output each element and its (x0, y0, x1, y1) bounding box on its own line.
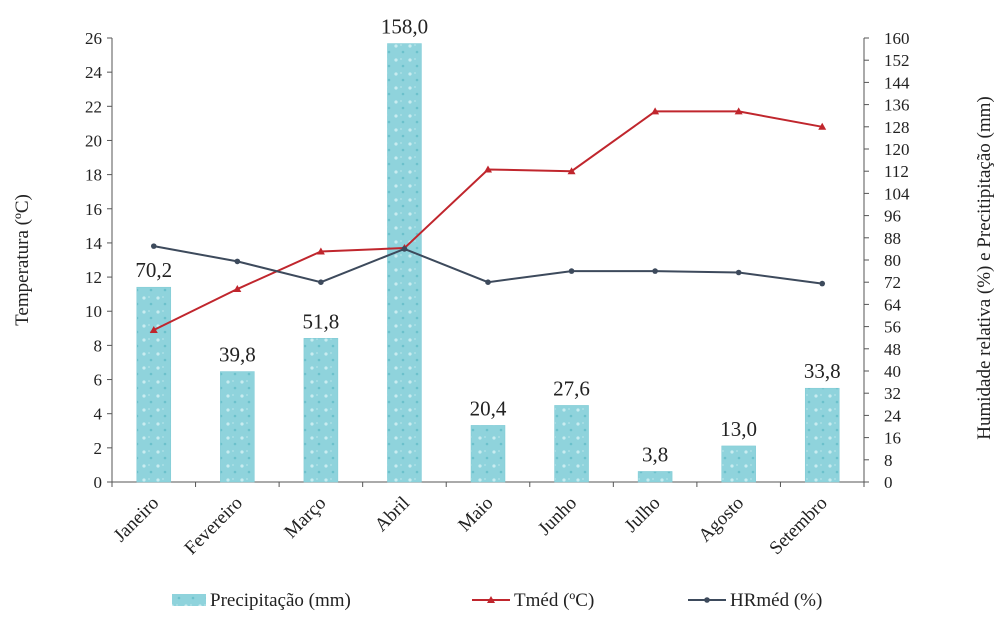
right-tick-label: 136 (884, 96, 910, 115)
labels-layer: 70,2 39,8 51,8 158,0 20,4 27,6 3,8 13,0 33,8 (135, 15, 840, 467)
left-tick-label: 20 (85, 131, 102, 150)
legend-precip-label: Precipitação (mm) (210, 590, 351, 611)
right-tick-label: 96 (884, 207, 901, 226)
precip-bar (470, 425, 506, 483)
hrmed-marker (150, 243, 157, 249)
hrmed-marker (652, 268, 658, 274)
precip-data-label: 27,6 (553, 376, 590, 400)
right-tick-label: 104 (884, 184, 910, 203)
tmed-marker (567, 167, 576, 175)
left-tick-label: 6 (94, 371, 103, 390)
tmed-marker (651, 107, 660, 115)
x-tick-label: Março (281, 493, 331, 543)
tmed-marker (818, 122, 827, 130)
left-tick-label: 16 (85, 200, 102, 219)
tmed-marker (484, 165, 492, 173)
precip-bar (220, 371, 255, 483)
precip-bar (387, 43, 422, 483)
x-tick-label: Fevereiro (181, 493, 247, 559)
hrmed-line (153, 245, 823, 285)
x-tick-label: Maio (454, 493, 497, 536)
x-tick-label: Junho (534, 493, 581, 540)
right-tick-label: 144 (884, 73, 910, 92)
legend: Precipitação (mm) Tméd (ºC) HRméd (%) (172, 590, 822, 611)
tmed-line (153, 110, 823, 331)
left-tick-label: 26 (85, 29, 102, 48)
left-tick-label: 8 (94, 336, 103, 355)
left-tick-label: 10 (85, 302, 102, 321)
right-tick-label: 152 (884, 51, 910, 70)
hrmed-marker (318, 279, 324, 286)
x-tick-label: Abril (371, 493, 414, 536)
x-tick-label: Janeiro (110, 493, 164, 547)
left-tick-label: 22 (85, 97, 102, 116)
right-tick-label: 72 (884, 273, 901, 292)
lines-layer (149, 107, 827, 334)
bars-layer (136, 43, 840, 483)
right-tick-label: 80 (884, 251, 901, 270)
right-tick-label: 160 (884, 29, 910, 48)
tmed-marker (316, 247, 325, 255)
right-tick-label: 120 (884, 140, 910, 159)
precip-data-label: 20,4 (470, 396, 507, 420)
x-tick-label: Agosto (695, 493, 749, 547)
precip-bar (637, 471, 673, 483)
hrmed-marker (234, 258, 241, 265)
hrmed-marker (485, 279, 491, 286)
hrmed-marker (819, 280, 826, 287)
hrmed-marker (568, 268, 575, 274)
left-tick-label: 18 (85, 166, 102, 185)
precip-data-label: 51,8 (303, 309, 340, 333)
precip-bar (303, 338, 339, 483)
right-tick-label: 0 (884, 473, 893, 492)
left-tick-label: 0 (94, 473, 103, 492)
precip-bar (804, 387, 840, 483)
right-tick-label: 48 (884, 340, 901, 359)
right-tick-label: 56 (884, 318, 901, 337)
precip-data-label: 39,8 (219, 343, 256, 367)
hrmed-marker (401, 246, 408, 252)
tmed-marker (734, 107, 743, 115)
hrmed-marker (735, 269, 742, 276)
legend-hrmed-label: HRméd (%) (730, 590, 822, 611)
right-tick-label: 128 (884, 118, 910, 137)
precip-bar (554, 405, 589, 483)
precip-bar (136, 286, 172, 483)
left-tick-label: 14 (85, 234, 103, 253)
right-tick-label: 32 (884, 384, 901, 403)
right-axis-title: Humidade relativa (%) e Precitipitação (… (974, 96, 995, 439)
precip-data-label: 13,0 (720, 417, 757, 441)
right-tick-label: 24 (884, 406, 902, 425)
left-axis-title: Temperatura (ºC) (12, 194, 33, 326)
right-tick-label: 40 (884, 362, 901, 381)
precip-data-label: 70,2 (135, 258, 172, 282)
left-tick-label: 12 (85, 268, 102, 287)
precip-data-label: 3,8 (642, 442, 668, 466)
right-tick-label: 8 (884, 451, 893, 470)
legend-hrmed-marker (704, 597, 710, 603)
tmed-marker (149, 326, 158, 334)
tmed-marker (233, 285, 242, 293)
left-tick-label: 24 (85, 63, 103, 82)
legend-tmed-label: Tméd (ºC) (514, 590, 594, 611)
legend-precip-swatch (172, 594, 206, 606)
x-tick-label: Julho (621, 493, 665, 537)
precip-data-label: 158,0 (381, 15, 428, 39)
precip-data-label: 33,8 (804, 359, 841, 383)
left-tick-label: 2 (94, 439, 103, 458)
precip-bar (721, 445, 756, 483)
right-tick-label: 88 (884, 229, 901, 248)
x-tick-label: Setembro (765, 493, 831, 559)
legend-tmed-marker (487, 596, 495, 603)
right-tick-label: 112 (884, 162, 909, 181)
left-tick-label: 4 (94, 405, 103, 424)
right-tick-label: 64 (884, 295, 902, 314)
right-tick-label: 16 (884, 429, 901, 448)
